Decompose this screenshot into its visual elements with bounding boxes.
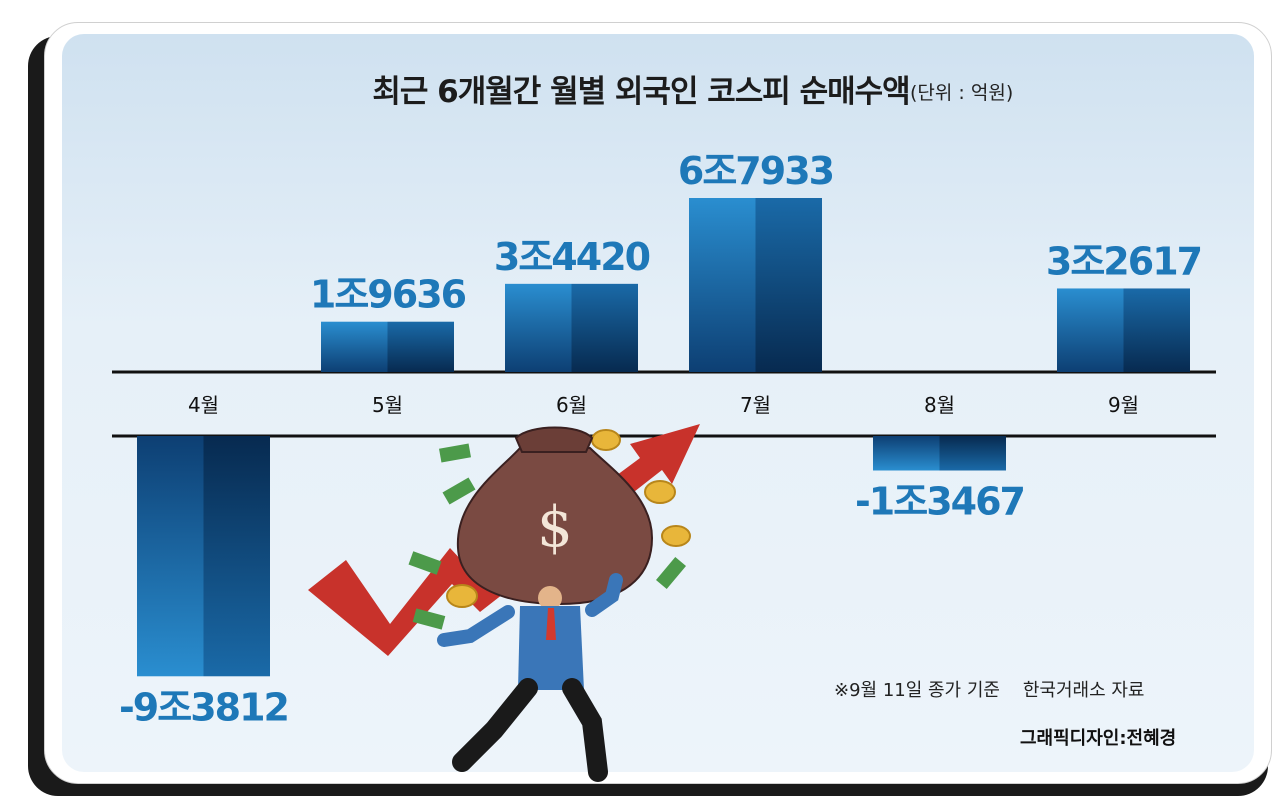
man-tie: [546, 608, 556, 640]
value-labels-group: -9조3812 1조9636 3조4420 6조7933 -1조3467 3조2617: [119, 149, 1203, 729]
month-label: 5월: [372, 393, 403, 417]
bar-4: [689, 198, 756, 372]
month-label: 6월: [556, 393, 587, 417]
banknote-icon: [412, 608, 446, 630]
bar-1-shade: [203, 436, 270, 677]
bag-tie: [514, 426, 594, 453]
bar-6: [1057, 288, 1124, 372]
bar-4-shade: [755, 198, 822, 372]
man-legs: [452, 678, 608, 782]
bar-3-shade: [571, 283, 638, 372]
month-label: 8월: [924, 393, 955, 417]
bar-6-shade: [1123, 288, 1190, 372]
bar-1: [137, 436, 204, 677]
month-label: 9월: [1108, 393, 1139, 417]
bars-group: [137, 198, 1190, 677]
month-labels-group: 4월 5월 6월 7월 8월 9월: [188, 393, 1139, 417]
banknote-icon: [408, 551, 442, 575]
bar-2: [321, 321, 388, 372]
bar-3: [505, 283, 572, 372]
bar-2-shade: [387, 321, 454, 372]
month-label: 4월: [188, 393, 219, 417]
man-carrying-money-bag-with-rising-arrow-icon: $: [308, 424, 700, 782]
value-label: -9조3812: [119, 685, 288, 729]
value-label: 3조4420: [494, 235, 650, 279]
coin-icon: [661, 525, 691, 547]
man-torso: [518, 606, 584, 690]
graphic-credit: 그래픽디자인:전혜경: [1020, 728, 1177, 749]
banknote-icon: [655, 557, 687, 589]
coin-icon: [446, 584, 478, 608]
coin-icon: [644, 480, 676, 504]
unit-label: (단위 : 억원): [910, 82, 1014, 104]
man-arms: [437, 573, 623, 647]
rising-arrow-icon: [308, 424, 700, 656]
source-note: ※9월 11일 종가 기준 한국거래소 자료: [834, 680, 1145, 701]
coin-icon: [591, 429, 621, 451]
value-label: 1조9636: [310, 273, 466, 317]
banknote-icon: [442, 477, 476, 505]
month-label: 7월: [740, 393, 771, 417]
bar-5-shade: [939, 436, 1006, 471]
value-label: -1조3467: [855, 479, 1024, 523]
chart-title: 최근 6개월간 월별 외국인 코스피 순매수액: [372, 74, 910, 110]
dollar-sign-icon: $: [537, 495, 573, 560]
value-label: 6조7933: [678, 149, 833, 193]
man-head: [538, 586, 562, 610]
value-label: 3조2617: [1046, 239, 1201, 283]
banknote-icon: [439, 443, 471, 463]
bar-5: [873, 436, 940, 471]
